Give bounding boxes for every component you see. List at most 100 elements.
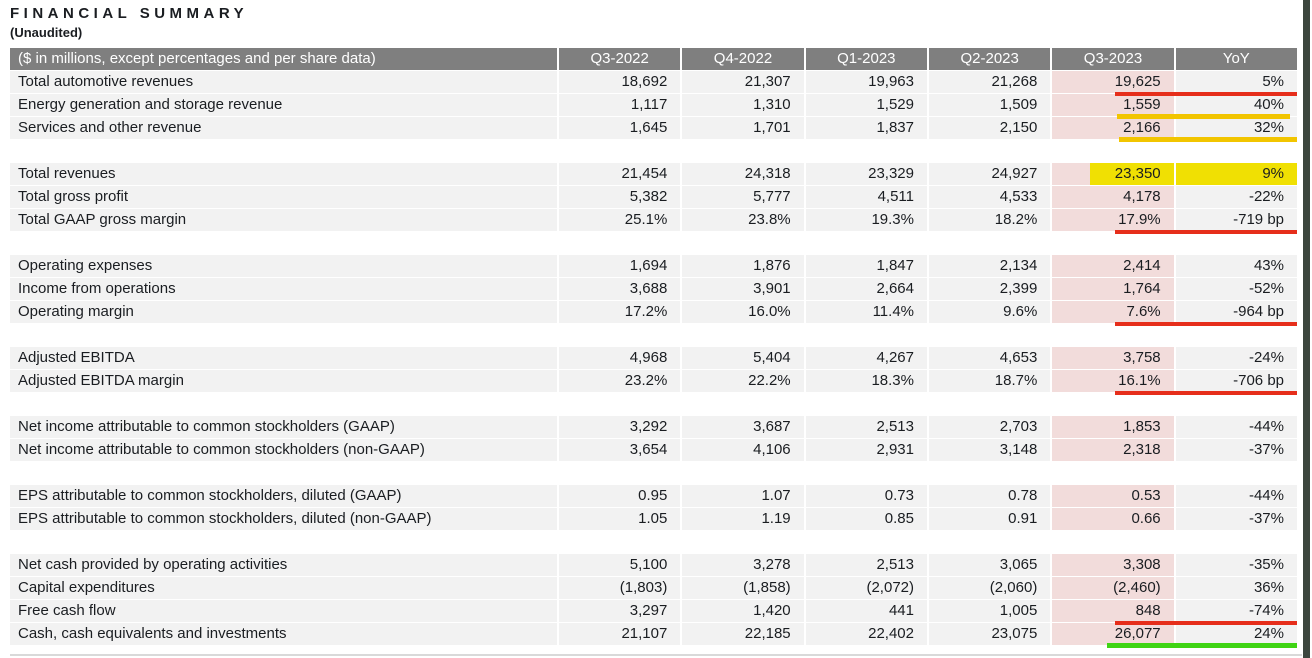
cell-q4-2022: 4,106 — [682, 439, 804, 461]
cell-yoy: 40% — [1175, 94, 1297, 116]
cell-q4-2022: 22.2% — [682, 370, 804, 392]
table-row: Total automotive revenues 18,692 21,307 19,… — [10, 71, 1297, 96]
cell-q3-2022: 3,292 — [559, 416, 681, 438]
cell-yoy: -44% — [1175, 416, 1297, 438]
cell-q4-2022: 1,876 — [682, 255, 804, 277]
cell-q1-2023: 2,664 — [805, 278, 927, 300]
underline-green-marker — [1107, 643, 1297, 648]
cell-q4-2022: 23.8% — [682, 209, 804, 231]
cell-q4-2022: 1.19 — [682, 508, 804, 530]
cell-q4-2022: 21,307 — [682, 71, 804, 93]
cell-q1-2023: 4,511 — [805, 186, 927, 208]
row-label: EPS attributable to common stockholders,… — [10, 508, 557, 530]
cell-q1-2023: 23,329 — [805, 163, 927, 185]
cell-q3-2022: 25.1% — [559, 209, 681, 231]
cell-q2-2023: 1,005 — [929, 600, 1051, 622]
cell-yoy: -37% — [1175, 508, 1297, 530]
cell-q1-2023: 19,963 — [805, 71, 927, 93]
cell-q3-2023: 1,559 — [1052, 94, 1174, 116]
cell-q3-2022: 3,688 — [559, 278, 681, 300]
cell-q3-2022: 0.95 — [559, 485, 681, 507]
cell-q3-2023: 2,166 — [1052, 117, 1174, 139]
cell-yoy: -44% — [1175, 485, 1297, 507]
table-row: Cash, cash equivalents and investments 21… — [10, 623, 1297, 648]
page-bottom-border — [10, 654, 1302, 656]
table-row: Adjusted EBITDA margin 23.2% 22.2% 18.3% 18.… — [10, 370, 1297, 395]
row-label: Operating expenses — [10, 255, 557, 277]
table-row: Adjusted EBITDA 4,968 5,404 4,267 4,653 3,758… — [10, 347, 1297, 369]
page-subtitle: (Unaudited) — [10, 25, 83, 40]
cell-yoy: -706 bp — [1175, 370, 1297, 392]
cell-q3-2022: 17.2% — [559, 301, 681, 323]
cell-q4-2022: 16.0% — [682, 301, 804, 323]
cell-q1-2023: 11.4% — [805, 301, 927, 323]
cell-q2-2023: 18.2% — [929, 209, 1051, 231]
cell-q4-2022: 3,687 — [682, 416, 804, 438]
cell-yoy: 5% — [1175, 71, 1297, 93]
cell-q4-2022: 22,185 — [682, 623, 804, 645]
cell-yoy: 36% — [1175, 577, 1297, 599]
table-header-row: ($ in millions, except percentages and p… — [10, 48, 1297, 70]
cell-q3-2022: 1,117 — [559, 94, 681, 116]
cell-q2-2023: 1,509 — [929, 94, 1051, 116]
row-label: Cash, cash equivalents and investments — [10, 623, 557, 645]
cell-q1-2023: 2,513 — [805, 416, 927, 438]
cell-q2-2023: 0.91 — [929, 508, 1051, 530]
section-spacer — [10, 462, 1297, 484]
cell-yoy: 32% — [1175, 117, 1297, 139]
cell-q1-2023: 1,847 — [805, 255, 927, 277]
cell-q3-2023: 19,625 — [1052, 71, 1174, 93]
row-label: Adjusted EBITDA margin — [10, 370, 557, 392]
cell-q4-2022: 24,318 — [682, 163, 804, 185]
cell-q3-2022: 23.2% — [559, 370, 681, 392]
cell-q3-2022: 1.05 — [559, 508, 681, 530]
table-row: Income from operations 3,688 3,901 2,664 2,3… — [10, 278, 1297, 300]
cell-q3-2023: 26,077 — [1052, 623, 1174, 645]
column-header-yoy: YoY — [1175, 48, 1297, 70]
underline-red-marker — [1115, 321, 1297, 326]
cell-q4-2022: 5,777 — [682, 186, 804, 208]
cell-q3-2023: (2,460) — [1052, 577, 1174, 599]
page-title: FINANCIAL SUMMARY — [10, 5, 249, 22]
cell-q3-2023: 3,758 — [1052, 347, 1174, 369]
cell-yoy: 24% — [1175, 623, 1297, 645]
row-label: Operating margin — [10, 301, 557, 323]
cell-q1-2023: (2,072) — [805, 577, 927, 599]
table-row: Capital expenditures (1,803) (1,858) (2,072… — [10, 577, 1297, 599]
cell-q3-2023: 0.66 — [1052, 508, 1174, 530]
cell-q4-2022: 1,701 — [682, 117, 804, 139]
row-label: Net income attributable to common stockh… — [10, 439, 557, 461]
cell-q4-2022: 3,901 — [682, 278, 804, 300]
row-label: Energy generation and storage revenue — [10, 94, 557, 116]
row-label: Adjusted EBITDA — [10, 347, 557, 369]
column-header-q2-2023: Q2-2023 — [929, 48, 1051, 70]
cell-q3-2022: 5,100 — [559, 554, 681, 576]
cell-q3-2022: (1,803) — [559, 577, 681, 599]
cell-q3-2023: 4,178 — [1052, 186, 1174, 208]
underline-red-marker — [1115, 91, 1297, 96]
cell-q4-2022: (1,858) — [682, 577, 804, 599]
cell-q2-2023: 2,134 — [929, 255, 1051, 277]
cell-q1-2023: 0.85 — [805, 508, 927, 530]
cell-yoy: -719 bp — [1175, 209, 1297, 231]
cell-q1-2023: 1,837 — [805, 117, 927, 139]
cell-q3-2022: 5,382 — [559, 186, 681, 208]
cell-q4-2022: 3,278 — [682, 554, 804, 576]
cell-q4-2022: 1,310 — [682, 94, 804, 116]
cell-q2-2023: 2,150 — [929, 117, 1051, 139]
cell-q3-2023: 17.9% — [1052, 209, 1174, 231]
row-label: Total automotive revenues — [10, 71, 557, 93]
cell-q4-2022: 1.07 — [682, 485, 804, 507]
row-label: Net cash provided by operating activitie… — [10, 554, 557, 576]
table-row: Total GAAP gross margin 25.1% 23.8% 19.3% 18… — [10, 209, 1297, 234]
cell-yoy: -964 bp — [1175, 301, 1297, 323]
column-header-q3-2022: Q3-2022 — [559, 48, 681, 70]
cell-q1-2023: 19.3% — [805, 209, 927, 231]
column-header-q4-2022: Q4-2022 — [682, 48, 804, 70]
table-row: EPS attributable to common stockholders,… — [10, 485, 1297, 507]
table-row: Net cash provided by operating activitie… — [10, 554, 1297, 576]
page-edge-bar — [1303, 0, 1310, 658]
cell-q4-2022: 1,420 — [682, 600, 804, 622]
row-label: Net income attributable to common stockh… — [10, 416, 557, 438]
cell-q3-2022: 1,645 — [559, 117, 681, 139]
